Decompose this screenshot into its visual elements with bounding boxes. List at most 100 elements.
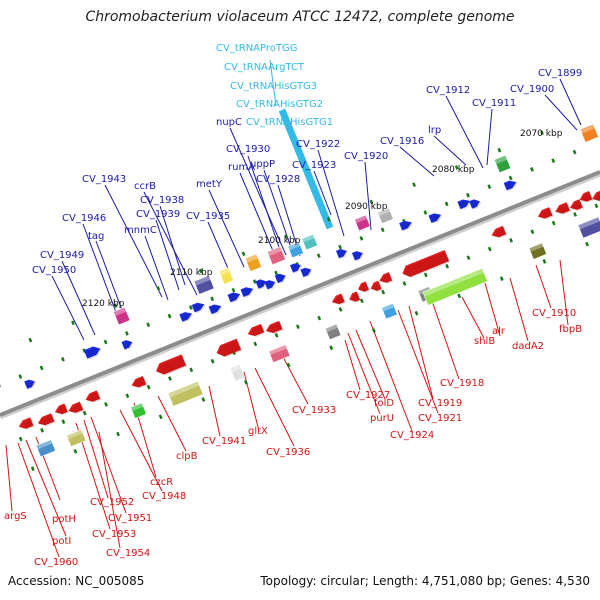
gene-label-forward: CV_1939 bbox=[136, 209, 180, 220]
gene-label-reverse: fbpB bbox=[559, 324, 582, 335]
tick-dot-reverse bbox=[253, 341, 258, 347]
gene-label-reverse: shlB bbox=[474, 336, 495, 347]
gene-label-reverse: CV_1924 bbox=[390, 430, 434, 441]
gene-arrow-reverse bbox=[216, 338, 243, 358]
trna-label: CV_tRNAHisGTG2 bbox=[236, 99, 323, 110]
tick-dot-reverse bbox=[146, 384, 151, 390]
genome-backbone bbox=[0, 170, 600, 420]
scale-label-2080: 2080 kbp bbox=[432, 165, 475, 175]
tick-dot-reverse-outer bbox=[542, 259, 547, 264]
tick-dot-forward bbox=[274, 270, 279, 276]
gene-block bbox=[528, 242, 547, 260]
gene-label-reverse: CV_1951 bbox=[108, 513, 152, 524]
backbone-line bbox=[0, 170, 600, 417]
tick-dot-forward bbox=[338, 244, 342, 250]
scale-label-2110: 2110 kbp bbox=[170, 268, 213, 278]
gene-arrow-reverse bbox=[54, 403, 70, 416]
gene-block bbox=[301, 233, 318, 251]
gene-arrow-reverse bbox=[379, 272, 394, 284]
gene-arrow-reverse bbox=[247, 323, 266, 338]
tick-dot-reverse bbox=[18, 436, 23, 442]
tick-dot-forward-outer bbox=[326, 216, 331, 222]
gene-arrow-forward bbox=[179, 312, 194, 323]
gene-block bbox=[193, 275, 215, 295]
gene-arrow-reverse bbox=[131, 376, 148, 389]
gene-block bbox=[229, 364, 246, 382]
gene-arrow-reverse bbox=[358, 281, 371, 293]
gene-arrow-forward bbox=[503, 180, 518, 192]
tick-dot-reverse bbox=[317, 315, 322, 321]
gene-label-reverse: CV_1921 bbox=[418, 413, 462, 424]
gene-label-forward: CV_1911 bbox=[472, 98, 516, 109]
gene-block bbox=[266, 246, 286, 266]
gene-arrow-forward bbox=[399, 220, 414, 232]
tick-dot-reverse bbox=[594, 203, 599, 209]
tick-dot-forward bbox=[316, 253, 321, 259]
gene-arrow-reverse bbox=[370, 280, 384, 292]
gene-label-reverse: potH bbox=[52, 514, 76, 525]
tick-dot-forward bbox=[572, 149, 577, 155]
gene-label-reverse: argS bbox=[4, 511, 27, 522]
tick-dot-forward bbox=[444, 201, 449, 207]
gene-arrow-reverse bbox=[18, 417, 35, 430]
gene-label-forward: metY bbox=[196, 179, 223, 190]
trna-label: CV_tRNAArgTCT bbox=[224, 62, 305, 73]
gene-label-forward: CV_1930 bbox=[226, 144, 270, 155]
tick-dot-reverse bbox=[40, 428, 44, 433]
gene-block bbox=[354, 214, 371, 232]
gene-label-reverse: CV_1918 bbox=[440, 378, 484, 389]
gene-label-forward: CV_1900 bbox=[510, 84, 554, 95]
tick-dot-reverse bbox=[295, 324, 300, 330]
gene-label-forward: tag bbox=[88, 231, 104, 242]
gene-label-reverse: CV_1919 bbox=[418, 398, 462, 409]
tick-dot-reverse bbox=[61, 419, 66, 425]
tick-dot-reverse bbox=[104, 402, 108, 407]
gene-block bbox=[287, 241, 304, 259]
tick-dot-forward-outer bbox=[241, 251, 246, 257]
tick-dot-reverse bbox=[466, 255, 471, 260]
tick-dot-reverse bbox=[509, 238, 513, 243]
scale-ticks bbox=[0, 130, 599, 471]
genome-summary: Topology: circular; Length: 4,751,080 bp… bbox=[260, 574, 590, 588]
tick-dot-forward-outer bbox=[198, 268, 203, 274]
map-title: Chromobacterium violaceum ATCC 12472, co… bbox=[85, 9, 515, 25]
scale-label-2100: 2100 kbp bbox=[258, 236, 301, 246]
gene-block bbox=[325, 323, 342, 340]
tick-dot-forward-outer bbox=[284, 234, 289, 239]
gene-label-forward: CV_1916 bbox=[380, 136, 424, 147]
tick-dot-forward bbox=[423, 210, 428, 215]
gene-label-forward: CV_1950 bbox=[32, 265, 76, 276]
gene-label-reverse: CV_1954 bbox=[106, 548, 150, 559]
tick-dot-forward bbox=[380, 227, 385, 233]
gene-arrow-forward bbox=[240, 287, 255, 298]
tick-dot-forward-outer bbox=[412, 182, 416, 188]
gene-block bbox=[35, 439, 56, 458]
tick-dot-forward bbox=[39, 365, 44, 371]
gene-label-reverse: CV_1960 bbox=[34, 557, 78, 568]
gene-arrow-forward bbox=[335, 249, 349, 260]
gene-label-forward: CV_1923 bbox=[292, 160, 336, 171]
gene-block bbox=[579, 123, 599, 143]
tick-dot-reverse-outer bbox=[244, 379, 248, 385]
gene-label-forward: CV_1920 bbox=[344, 151, 388, 162]
tick-dot-forward bbox=[210, 296, 215, 302]
tick-dot-forward bbox=[508, 175, 513, 181]
gene-arrow-forward bbox=[300, 267, 313, 279]
tick-dot-reverse-outer bbox=[585, 241, 589, 247]
tick-dot-reverse-outer bbox=[371, 328, 376, 333]
gene-block bbox=[268, 344, 291, 363]
gene-label-reverse: CV_1941 bbox=[202, 436, 246, 447]
tick-dot-forward-outer bbox=[454, 165, 459, 170]
tick-dot-reverse bbox=[82, 410, 87, 416]
gene-block bbox=[381, 303, 398, 320]
gene-arrow-reverse bbox=[349, 291, 362, 303]
tick-dot-forward bbox=[359, 236, 364, 241]
gene-label-forward: CV_1938 bbox=[140, 195, 184, 206]
accession-text: Accession: NC_005085 bbox=[8, 574, 145, 588]
tick-dot-forward bbox=[188, 305, 193, 310]
tick-dot-reverse-outer bbox=[329, 345, 334, 351]
tick-dot-forward-outer bbox=[113, 303, 118, 308]
gene-block bbox=[494, 154, 512, 174]
tick-dot-forward-outer bbox=[156, 286, 161, 291]
gene-block bbox=[66, 429, 87, 447]
